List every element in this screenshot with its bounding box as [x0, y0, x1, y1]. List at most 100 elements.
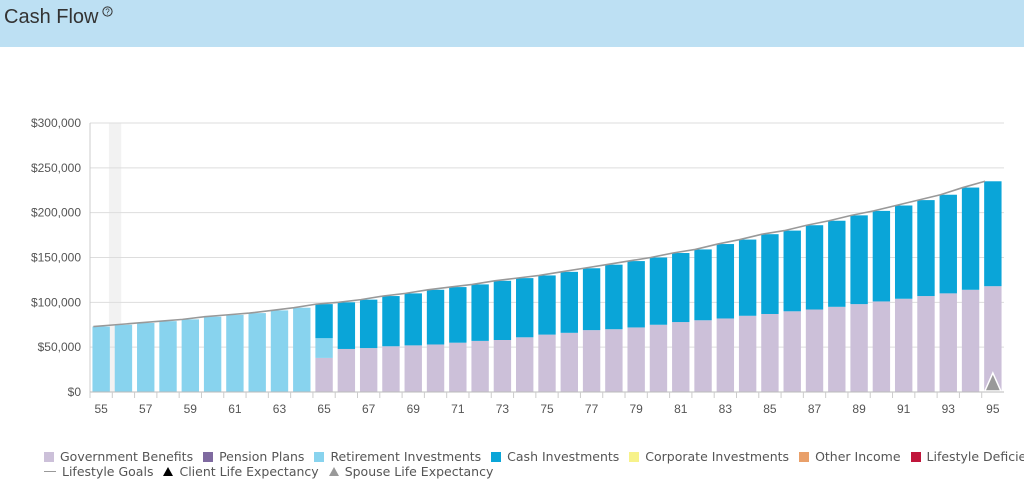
bar-cash-investments [449, 287, 467, 343]
x-tick-label: 83 [719, 402, 733, 416]
bar-cash-investments [560, 271, 578, 333]
bar-cash-investments [984, 181, 1002, 287]
legend-label: Retirement Investments [330, 449, 482, 464]
legend-label: Cash Investments [507, 449, 620, 464]
bar-government-benefits [359, 348, 378, 392]
legend-item[interactable]: Pension Plans [203, 449, 304, 464]
x-tick-label: 81 [674, 402, 688, 416]
bar-cash-investments [828, 220, 846, 307]
bar-government-benefits [538, 334, 556, 392]
bar-cash-investments [894, 205, 913, 299]
bar-retirement-investments [293, 307, 311, 392]
y-tick-label: $150,000 [31, 251, 81, 265]
spouse-life-expectancy-marker [983, 371, 1003, 392]
bar-cash-investments [471, 284, 489, 341]
bar-cash-investments [649, 257, 668, 325]
x-tick-label: 63 [273, 402, 287, 416]
bar-government-benefits [404, 345, 422, 392]
x-tick-label: 57 [139, 402, 153, 416]
legend-swatch [44, 451, 54, 462]
legend-swatch [491, 451, 502, 462]
bar-retirement-investments [203, 316, 222, 392]
bar-retirement-investments [226, 314, 244, 392]
legend-label: Pension Plans [219, 449, 305, 464]
legend-label: Corporate Investments [645, 449, 790, 464]
bar-cash-investments [337, 302, 356, 349]
bar-government-benefits [471, 340, 489, 392]
legend-item[interactable]: Government Benefits [44, 449, 193, 464]
x-tick-label: 65 [317, 402, 331, 416]
y-tick-label: $250,000 [31, 161, 81, 175]
x-tick-label: 77 [585, 402, 599, 416]
legend-item[interactable]: Cash Investments [491, 449, 619, 464]
x-tick-label: 89 [852, 402, 866, 416]
bar-government-benefits [917, 296, 935, 392]
legend-label: Government Benefits [60, 449, 194, 464]
bar-government-benefits [582, 330, 601, 392]
legend-item[interactable]: Lifestyle Goals [44, 464, 153, 479]
legend-item[interactable]: Corporate Investments [629, 449, 789, 464]
bar-retirement-investments [181, 319, 200, 392]
bar-cash-investments [716, 244, 735, 319]
legend-row: Lifestyle Goals Client Life Expectancy Spo… [44, 464, 1014, 479]
cash-flow-chart: $0 $50,000 $100,000 $150,000 $200,000 $250,00… [31, 116, 1004, 416]
y-tick-label: $50,000 [38, 340, 82, 354]
bar-retirement-investments [114, 324, 133, 392]
x-tick-label: 59 [184, 402, 198, 416]
bar-government-benefits [449, 342, 467, 392]
bar-cash-investments [917, 200, 935, 297]
y-tick-label: $0 [68, 385, 82, 399]
triangle-icon [163, 467, 174, 476]
lifestyle-goals-line [93, 180, 986, 328]
x-tick-label: 93 [942, 402, 956, 416]
legend-swatch [203, 451, 214, 462]
x-tick-label: 87 [808, 402, 822, 416]
bar-cash-investments [359, 299, 378, 349]
bar-cash-investments [783, 230, 801, 312]
bar-government-benefits [783, 311, 801, 392]
legend-item[interactable]: Lifestyle Deficiencies [910, 449, 1024, 464]
x-tick-label: 91 [897, 402, 911, 416]
bar-cash-investments [939, 194, 957, 294]
bar-cash-investments [382, 296, 400, 347]
legend-label: Lifestyle Goals [62, 464, 154, 479]
header-bar: Cash Flow ? [0, 0, 1024, 47]
legend-item[interactable]: Spouse Life Expectancy [328, 464, 494, 479]
x-tick-label: 67 [362, 402, 376, 416]
legend-item[interactable]: Retirement Investments [314, 449, 481, 464]
x-tick-label: 73 [496, 402, 510, 416]
y-tick-label: $300,000 [31, 116, 81, 130]
bar-cash-investments [738, 239, 757, 316]
bar-government-benefits [672, 322, 690, 392]
bar-retirement-investments [315, 338, 333, 358]
y-tick-label: $100,000 [31, 295, 81, 309]
bar-government-benefits [493, 339, 512, 392]
bar-government-benefits [605, 329, 623, 392]
x-tick-label: 79 [629, 402, 643, 416]
legend-item[interactable]: Client Life Expectancy [163, 464, 319, 479]
bar-government-benefits [627, 327, 645, 392]
bar-cash-investments [627, 261, 645, 328]
bar-cash-investments [315, 304, 333, 339]
bar-government-benefits [850, 304, 868, 392]
bar-government-benefits [426, 344, 445, 392]
bar-cash-investments [961, 187, 980, 290]
bar-cash-investments [404, 293, 422, 346]
bar-government-benefits [516, 337, 534, 392]
bar-cash-investments [694, 249, 712, 321]
bar-cash-investments [850, 215, 868, 305]
bar-retirement-investments [92, 326, 110, 392]
bar-cash-investments [493, 280, 512, 340]
bar-government-benefits [649, 324, 668, 392]
bar-cash-investments [426, 289, 445, 345]
bar-cash-investments [872, 210, 891, 302]
legend-line-swatch [44, 471, 56, 472]
bar-government-benefits [939, 293, 957, 392]
legend-swatch [799, 451, 810, 462]
svg-text:?: ? [105, 7, 110, 16]
question-circle-icon[interactable]: ? [102, 6, 113, 20]
legend-label: Spouse Life Expectancy [344, 464, 494, 479]
page-title: Cash Flow [4, 6, 99, 28]
bar-cash-investments [605, 264, 623, 330]
legend-item[interactable]: Other Income [799, 449, 901, 464]
